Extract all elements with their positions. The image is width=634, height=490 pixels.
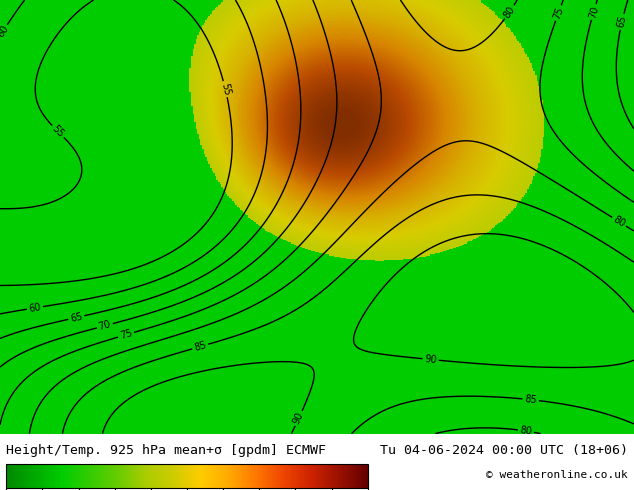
Text: 75: 75 — [119, 328, 133, 342]
Text: 80: 80 — [519, 425, 533, 437]
Text: 70: 70 — [98, 319, 112, 332]
Text: © weatheronline.co.uk: © weatheronline.co.uk — [486, 470, 628, 480]
Text: 85: 85 — [193, 340, 207, 353]
Text: 60: 60 — [0, 24, 10, 39]
Text: 90: 90 — [424, 354, 437, 365]
Text: 65: 65 — [616, 15, 628, 29]
Text: 75: 75 — [552, 5, 566, 21]
Text: 80: 80 — [502, 4, 517, 20]
Text: 60: 60 — [28, 302, 42, 314]
Text: 55: 55 — [219, 82, 231, 97]
Text: Tu 04-06-2024 00:00 UTC (18+06): Tu 04-06-2024 00:00 UTC (18+06) — [380, 444, 628, 457]
Text: 85: 85 — [524, 394, 538, 405]
Text: 90: 90 — [292, 411, 306, 426]
Text: 65: 65 — [69, 311, 84, 324]
Text: Height/Temp. 925 hPa mean+σ [gpdm] ECMWF: Height/Temp. 925 hPa mean+σ [gpdm] ECMWF — [6, 444, 327, 457]
Text: 55: 55 — [50, 123, 66, 140]
Text: 80: 80 — [611, 214, 627, 229]
Text: 70: 70 — [587, 4, 600, 19]
